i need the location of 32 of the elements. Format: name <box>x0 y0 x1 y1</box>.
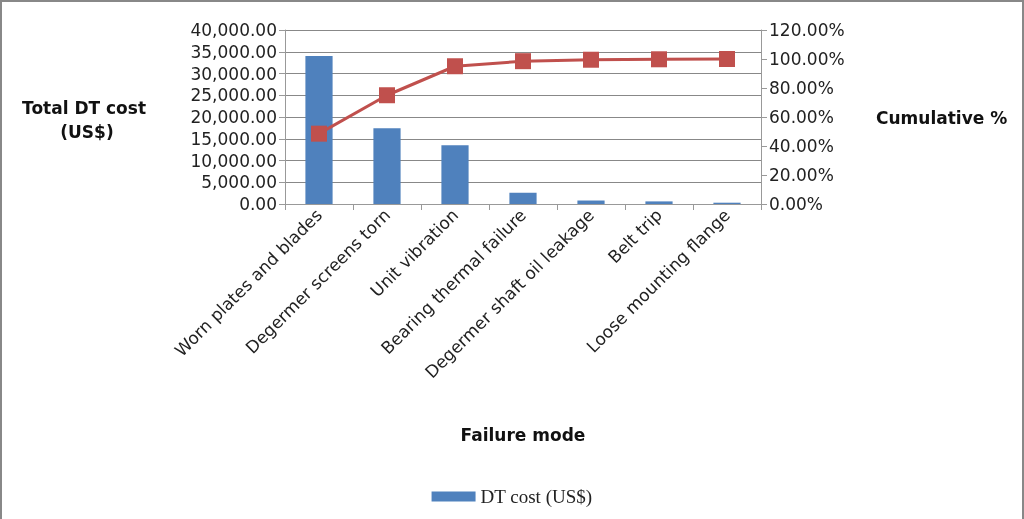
bar <box>441 145 469 204</box>
point <box>651 51 667 68</box>
y-tick-label: 0.00 <box>239 194 277 214</box>
y2-tick-label: 40.00% <box>769 136 834 156</box>
bar <box>305 56 333 204</box>
point <box>719 51 735 67</box>
y-tick-label: 30,000.00 <box>190 63 277 84</box>
legend-label: DT cost (US$) <box>480 486 593 508</box>
y-tick-label: 20,000.00 <box>190 107 277 127</box>
x-axis-title: Failure mode <box>460 424 586 445</box>
y-tick-label: 15,000.00 <box>190 128 277 149</box>
y2-tick-label: 60.00% <box>769 107 834 127</box>
y2-tick-label: 80.00% <box>769 78 834 98</box>
bar <box>373 128 401 204</box>
point <box>515 53 531 70</box>
point <box>379 87 395 104</box>
y2-tick-label: 120.00% <box>769 20 845 40</box>
y-axis-title: Total DT cost (US$) <box>22 98 152 142</box>
y2-tick-label: 0.00% <box>769 194 824 214</box>
y2-tick-label: 20.00% <box>769 165 834 185</box>
point <box>311 125 327 142</box>
y-tick-label: 35,000.00 <box>190 41 277 62</box>
y-tick-label: 5,000.00 <box>201 172 277 193</box>
y2-axis-title: Cumulative % <box>876 107 1008 128</box>
bar <box>645 201 673 204</box>
point <box>447 58 463 75</box>
y-tick-label: 25,000.00 <box>190 85 277 106</box>
bar <box>509 192 537 204</box>
y-tick-label: 40,000.00 <box>190 20 277 40</box>
point <box>583 51 599 68</box>
y-tick-label: 10,000.00 <box>190 150 277 171</box>
y2-tick-label: 100.00% <box>769 49 845 69</box>
